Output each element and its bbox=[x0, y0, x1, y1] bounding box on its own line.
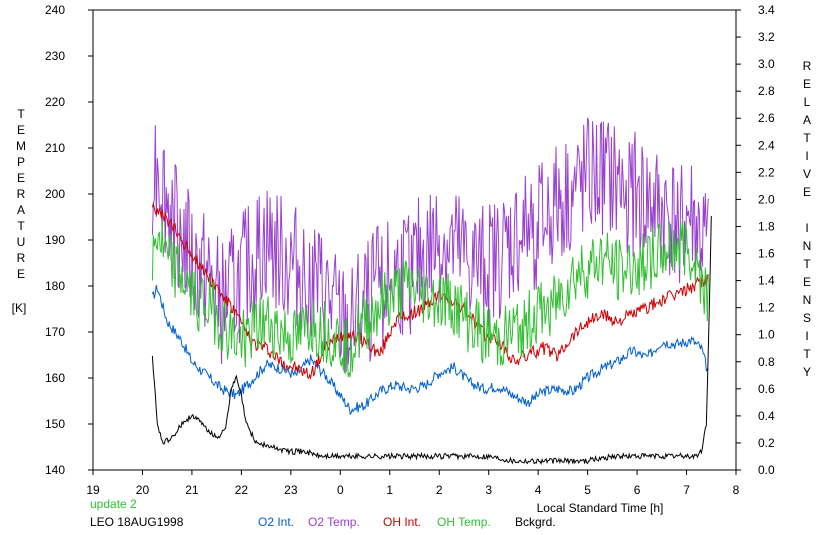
x-tick-label: 0 bbox=[337, 483, 344, 497]
x-tick-label: 5 bbox=[584, 483, 591, 497]
legend-bckgrd: Bckgrd. bbox=[515, 515, 556, 529]
y-left-tick-label: 170 bbox=[45, 325, 65, 339]
y-axis-left-letter: R bbox=[17, 187, 26, 201]
y-axis-right-letter: I bbox=[805, 149, 808, 163]
x-tick-label: 6 bbox=[634, 483, 641, 497]
y-axis-right-letter: I bbox=[805, 221, 808, 235]
series-line bbox=[151, 215, 712, 465]
y-left-tick-label: 190 bbox=[45, 233, 65, 247]
y-right-tick-label: 1.2 bbox=[758, 301, 775, 315]
legend-oh-int: OH Int. bbox=[383, 515, 422, 529]
y-right-tick-label: 1.0 bbox=[758, 328, 775, 342]
y-right-tick-label: 3.2 bbox=[758, 30, 775, 44]
series-line bbox=[151, 220, 709, 378]
y-axis-right-letter: S bbox=[803, 311, 811, 325]
y-right-tick-label: 2.4 bbox=[758, 138, 775, 152]
y-right-tick-label: 2.2 bbox=[758, 165, 775, 179]
y-axis-right-letter: E bbox=[803, 185, 811, 199]
y-axis-left-unit: [K] bbox=[12, 301, 27, 315]
y-right-tick-label: 2.8 bbox=[758, 84, 775, 98]
legend-o2-int: O2 Int. bbox=[258, 515, 295, 529]
x-tick-label: 8 bbox=[733, 483, 740, 497]
x-tick-label: 19 bbox=[86, 483, 100, 497]
series-layer bbox=[151, 117, 712, 465]
y-left-tick-label: 220 bbox=[45, 95, 65, 109]
y-axis-right-letter: I bbox=[805, 329, 808, 343]
series-line bbox=[151, 201, 709, 380]
y-left-tick-label: 150 bbox=[45, 417, 65, 431]
y-right-tick-label: 2.0 bbox=[758, 192, 775, 206]
y-axis-right-letter: T bbox=[803, 257, 811, 271]
y-left-tick-label: 140 bbox=[45, 463, 65, 477]
y-left-tick-label: 200 bbox=[45, 187, 65, 201]
y-axis-right-letter: T bbox=[803, 347, 811, 361]
x-tick-label: 4 bbox=[535, 483, 542, 497]
legend-oh-temp: OH Temp. bbox=[437, 515, 491, 529]
y-right-tick-label: 1.8 bbox=[758, 219, 775, 233]
y-axis-right-letter: V bbox=[803, 167, 811, 181]
y-axis-right-letter: N bbox=[803, 293, 812, 307]
y-right-tick-label: 0.2 bbox=[758, 436, 775, 450]
y-left-tick-label: 180 bbox=[45, 279, 65, 293]
x-tick-label: 23 bbox=[284, 483, 298, 497]
y-axis-left-letter: T bbox=[17, 107, 25, 121]
x-tick-label: 7 bbox=[683, 483, 690, 497]
x-tick-label: 1 bbox=[386, 483, 393, 497]
y-axis-right-letter: T bbox=[803, 131, 811, 145]
x-tick-label: 20 bbox=[136, 483, 150, 497]
y-axis-left-letter: A bbox=[17, 203, 25, 217]
y-axis-right-letter: A bbox=[803, 113, 811, 127]
y-right-tick-label: 1.6 bbox=[758, 247, 775, 261]
y-axis-left-letter: P bbox=[17, 155, 25, 169]
y-right-tick-label: 0.8 bbox=[758, 355, 775, 369]
y-axis-left-letter: E bbox=[17, 171, 25, 185]
y-axis-left-letter: U bbox=[17, 235, 26, 249]
y-axis-right-letter: L bbox=[804, 95, 811, 109]
series-line bbox=[151, 117, 709, 373]
y-right-tick-label: 1.4 bbox=[758, 274, 775, 288]
y-axis-right-letter: Y bbox=[803, 365, 811, 379]
y-right-tick-label: 2.6 bbox=[758, 111, 775, 125]
y-axis-right-letter: R bbox=[803, 59, 812, 73]
y-axis-left: 140 150 160 170 180 190 200 210 220 230 240 bbox=[45, 3, 93, 477]
y-axis-left-letter: M bbox=[16, 139, 26, 153]
y-axis-left-letter: E bbox=[17, 123, 25, 137]
series-line bbox=[151, 285, 709, 416]
x-tick-label: 2 bbox=[436, 483, 443, 497]
y-left-tick-label: 210 bbox=[45, 141, 65, 155]
legend-o2-temp: O2 Temp. bbox=[308, 515, 360, 529]
station-label: LEO 18AUG1998 bbox=[90, 515, 184, 529]
y-right-tick-label: 3.4 bbox=[758, 3, 775, 17]
y-axis-left-letter: E bbox=[17, 267, 25, 281]
y-right-tick-label: 0.4 bbox=[758, 409, 775, 423]
y-axis-right: 0.0 0.2 0.4 0.6 0.8 1.0 1.2 1.4 1.6 1.8 2.0 2.2 2.4 2… bbox=[736, 3, 775, 477]
y-right-tick-label: 0.0 bbox=[758, 463, 775, 477]
y-axis-right-letter: N bbox=[803, 239, 812, 253]
x-tick-label: 22 bbox=[235, 483, 249, 497]
y-left-tick-label: 160 bbox=[45, 371, 65, 385]
y-left-tick-label: 240 bbox=[45, 3, 65, 17]
y-axis-right-letter: E bbox=[803, 275, 811, 289]
y-right-tick-label: 0.6 bbox=[758, 382, 775, 396]
update-label: update 2 bbox=[90, 497, 137, 511]
x-axis-label: Local Standard Time [h] bbox=[537, 501, 664, 515]
x-axis: 19 20 21 22 23 0 1 2 3 4 5 6 7 8 bbox=[86, 470, 740, 497]
y-axis-left-letter: T bbox=[17, 219, 25, 233]
y-axis-right-letter: E bbox=[803, 77, 811, 91]
y-axis-left-letter: R bbox=[17, 251, 26, 265]
y-right-tick-label: 3.0 bbox=[758, 57, 775, 71]
x-tick-label: 21 bbox=[185, 483, 199, 497]
x-tick-label: 3 bbox=[485, 483, 492, 497]
y-left-tick-label: 230 bbox=[45, 49, 65, 63]
